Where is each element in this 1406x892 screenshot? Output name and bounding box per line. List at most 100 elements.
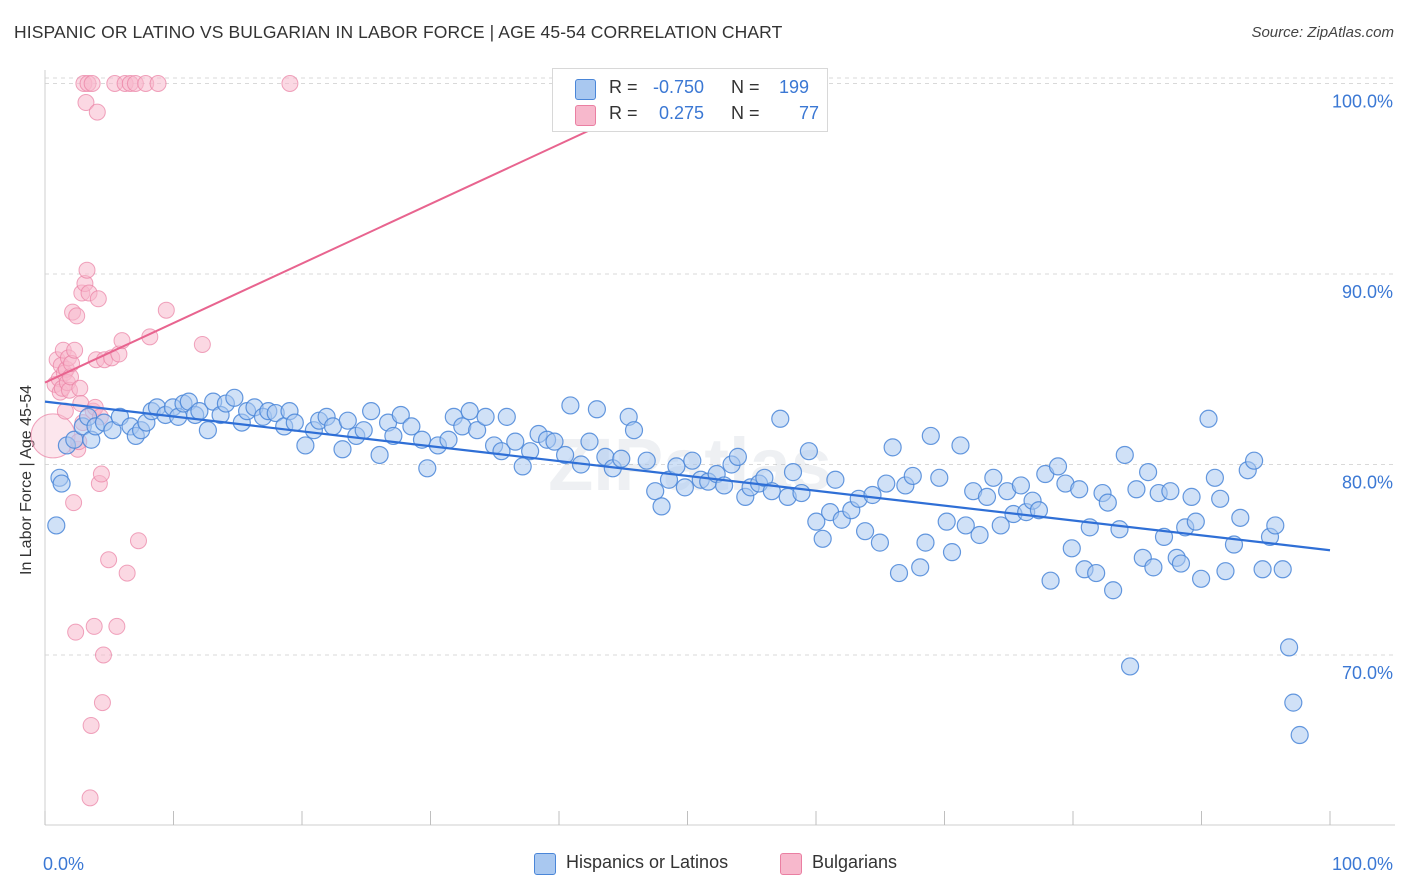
hispanic-point: [813, 529, 832, 548]
hispanic-point: [439, 430, 458, 449]
x-tick-label: 100.0%: [1332, 854, 1393, 874]
hispanic-point: [612, 449, 631, 468]
y-tick-label: 80.0%: [1342, 473, 1393, 493]
hispanic-point: [652, 497, 671, 516]
hispanic-point: [1011, 476, 1031, 495]
legend-n-label: N =: [731, 103, 760, 123]
bulgarian-point: [66, 341, 84, 359]
bulgarian-point: [93, 694, 111, 712]
hispanic-point: [1115, 445, 1134, 465]
hispanic-point: [870, 533, 890, 552]
hispanic-point: [1154, 527, 1174, 546]
hispanic-point: [338, 411, 357, 430]
hispanic-point: [956, 516, 975, 535]
hispanic-point: [792, 483, 811, 503]
bulgarian-point: [89, 290, 107, 308]
bulgarian-point: [65, 494, 83, 512]
hispanic-point: [47, 516, 66, 535]
bulgarian-trend-line: [44, 92, 671, 384]
hispanic-point: [807, 512, 826, 531]
hispanic-point: [1284, 693, 1303, 712]
hispanic-point: [783, 463, 803, 482]
hispanic-point: [476, 407, 495, 426]
hispanic-point: [826, 470, 845, 489]
bottom-legend-label: Bulgarians: [812, 852, 898, 872]
bulgarian-point: [71, 379, 89, 397]
hispanic-point: [362, 402, 381, 421]
stats-legend: R = -0.750 N = 199 R = 0.275 N = 77: [552, 68, 828, 132]
legend-r-value: -0.750: [653, 77, 705, 97]
legend-n-value: 77: [799, 103, 820, 123]
hispanic-point: [1029, 501, 1049, 520]
hispanic-point: [883, 438, 902, 457]
hispanic-point: [198, 421, 217, 440]
bulgarian-point: [67, 623, 85, 641]
hispanic-point: [506, 432, 525, 451]
hispanic-points: [47, 388, 1309, 745]
hispanic-point: [513, 457, 532, 476]
hispanic-point: [418, 459, 437, 478]
hispanic-point: [930, 468, 949, 487]
hispanic-point: [624, 421, 644, 440]
axes: [44, 70, 1395, 826]
hispanic-point: [468, 421, 487, 440]
hispanic-point: [1231, 508, 1250, 527]
hispanic-point: [545, 432, 564, 451]
bulgarian-point: [92, 465, 110, 483]
hispanic-point: [402, 417, 421, 436]
hispanic-point: [1127, 480, 1146, 499]
hispanic-point: [52, 474, 71, 493]
hispanic-point: [333, 440, 352, 459]
hispanic-point: [296, 436, 315, 455]
x-tick-label: 0.0%: [43, 854, 84, 874]
hispanic-point: [863, 485, 882, 505]
chart-title: HISPANIC OR LATINO VS BULGARIAN IN LABOR…: [14, 22, 783, 42]
hispanic-point: [1041, 571, 1060, 590]
hispanic-point: [1266, 516, 1285, 535]
bulgarian-point: [77, 94, 95, 112]
hispanic-point: [1279, 638, 1299, 657]
hispanic-point: [1062, 539, 1081, 558]
hispanic-point: [991, 516, 1010, 535]
bulgarian-point: [94, 646, 112, 664]
hispanic-point: [1191, 569, 1211, 588]
bulgarian-point: [81, 789, 99, 807]
bulgarian-point: [149, 75, 167, 92]
hispanic-point: [497, 407, 516, 426]
hispanic-point: [799, 442, 819, 461]
legend-r-label: R =: [609, 103, 638, 123]
hispanic-point: [984, 468, 1003, 487]
hispanic-point: [587, 400, 607, 419]
bulgarian-point: [68, 307, 86, 325]
hispanic-point: [1199, 409, 1218, 428]
trend-lines: [44, 92, 1331, 552]
hispanic-point: [580, 432, 599, 451]
hispanic-point: [977, 487, 997, 506]
hispanic-point: [555, 445, 575, 465]
legend-r-value: 0.275: [659, 103, 705, 123]
bulgarian-point: [82, 716, 100, 734]
hispanic-point: [1273, 560, 1292, 579]
hispanic-point: [1098, 493, 1117, 512]
bottom-swatch-bulgarian: [780, 853, 802, 875]
hispanic-point: [889, 563, 909, 583]
bulgarian-point: [157, 301, 175, 319]
bulgarian-point: [118, 564, 136, 582]
hispanic-point: [453, 417, 472, 436]
bottom-swatch-hispanic: [534, 853, 556, 875]
hispanic-point: [1120, 657, 1140, 676]
hispanic-point: [1186, 512, 1205, 531]
hispanic-point: [1216, 562, 1235, 581]
hispanic-point: [1144, 558, 1163, 577]
y-tick-label: 100.0%: [1332, 92, 1393, 112]
tick-labels: 70.0% 80.0% 90.0% 100.0% 0.0% 100.0%: [43, 92, 1393, 875]
hispanic-point: [1253, 560, 1272, 579]
bulgarian-point: [88, 103, 106, 121]
legend-r-label: R =: [609, 77, 638, 97]
hispanic-point: [728, 447, 747, 466]
hispanic-point: [1205, 468, 1224, 487]
hispanic-point: [1171, 554, 1191, 573]
bulgarian-point: [108, 617, 126, 635]
hispanic-point: [561, 396, 580, 415]
